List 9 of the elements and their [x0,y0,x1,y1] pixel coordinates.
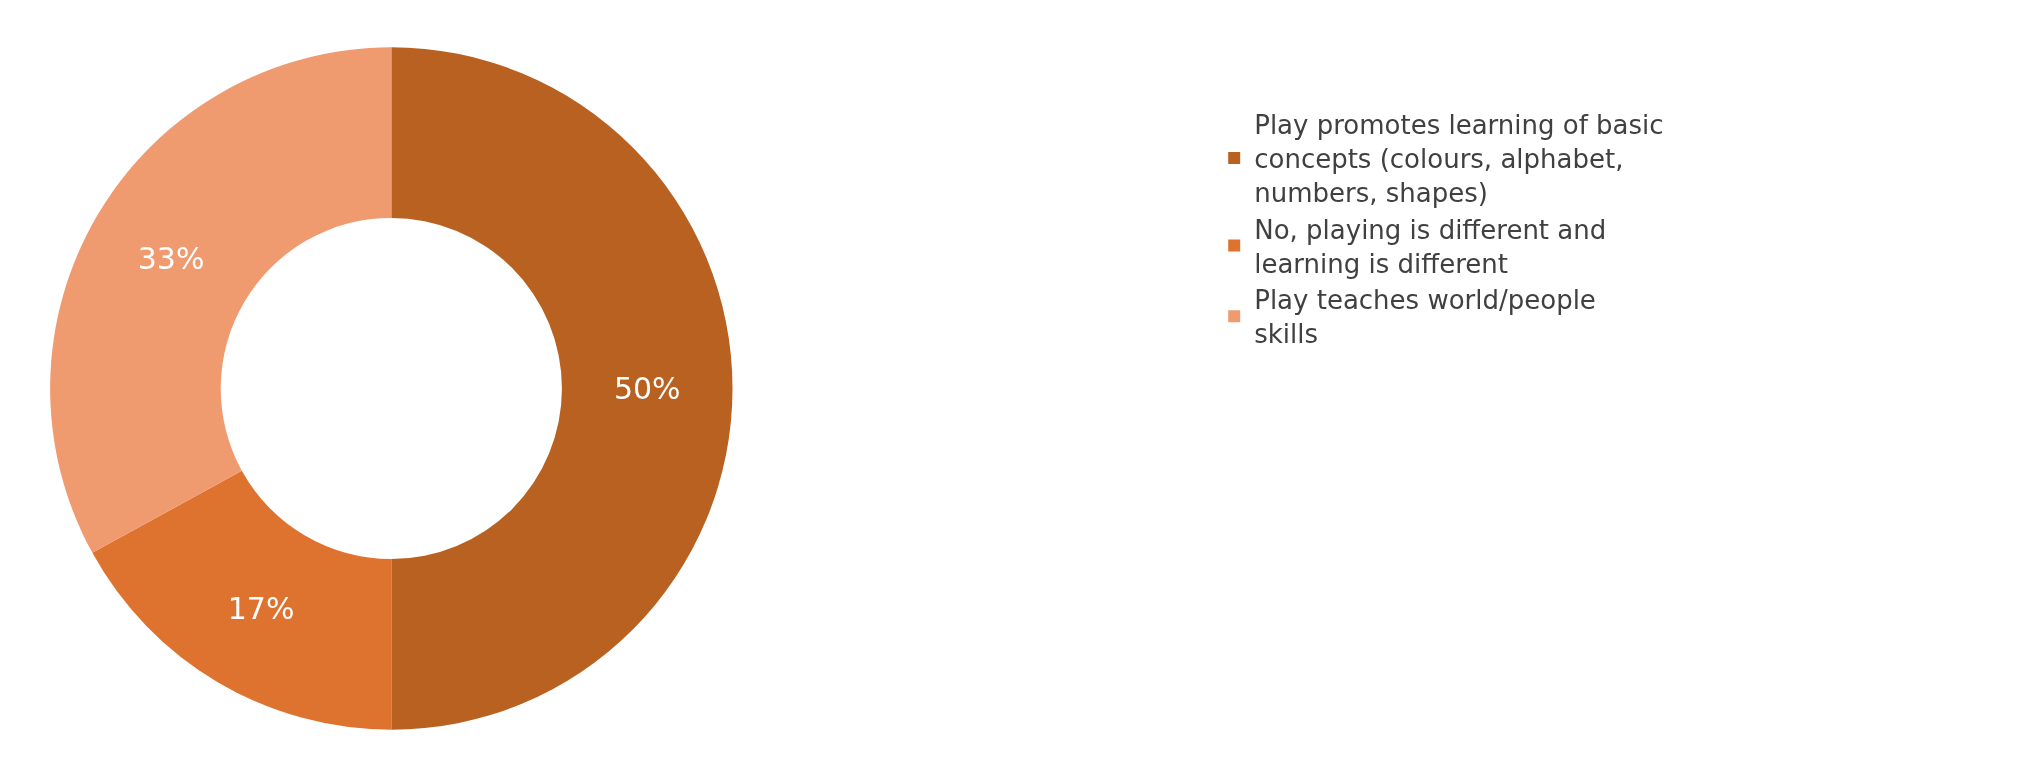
donut-slice [50,47,392,553]
donut-slice [92,470,392,730]
data-label: 33% [137,240,205,276]
legend-label: Play promotes learning of basic concepts (colours, alphabet, numbers, shapes) [1254,110,1664,208]
legend-label: Play teaches world/people skills [1254,285,1596,350]
data-label: 17% [227,591,295,627]
donut-slice [391,47,732,730]
legend-label: No, playing is different and learning is different [1254,214,1607,279]
data-label: 50% [613,371,681,406]
